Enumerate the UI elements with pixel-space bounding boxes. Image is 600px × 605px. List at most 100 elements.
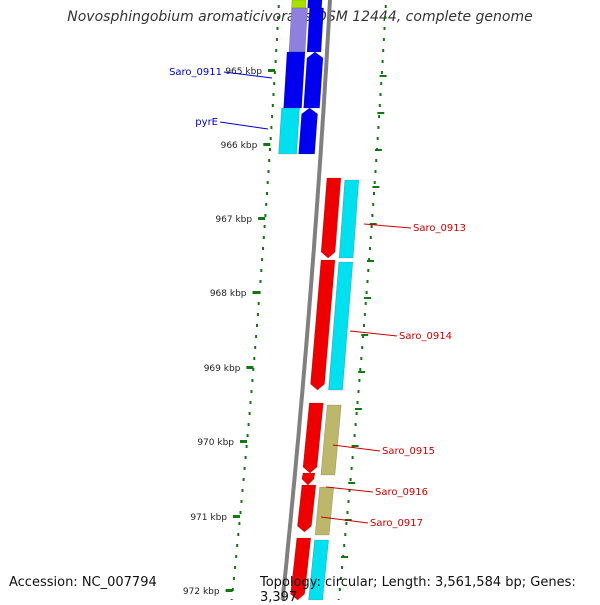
gc-dash — [367, 260, 374, 262]
gc-dot — [383, 27, 386, 30]
gc-dash — [372, 186, 380, 188]
gene-block — [283, 51, 306, 109]
gc-dot — [347, 500, 350, 503]
gc-dot — [275, 49, 278, 52]
gc-dot — [250, 390, 253, 393]
gc-dash — [379, 75, 387, 77]
gc-dot — [379, 93, 382, 96]
gene-leader-line — [363, 223, 412, 229]
gene-block — [302, 402, 324, 474]
gc-dot — [376, 137, 379, 140]
gc-dot — [247, 423, 250, 426]
gene-label[interactable]: Saro_0914 — [399, 331, 452, 342]
gc-dot — [262, 236, 265, 239]
gc-dot — [349, 478, 352, 481]
gc-dot — [268, 159, 271, 162]
gene-block — [291, 0, 307, 9]
gene-block — [310, 259, 336, 391]
gc-dot — [273, 82, 276, 85]
tick-mark — [268, 69, 275, 72]
gene-label[interactable]: Saro_0911 — [169, 67, 222, 78]
gene-block — [338, 179, 360, 259]
gc-dot — [360, 357, 363, 360]
gc-dot — [373, 192, 375, 195]
gc-dash — [361, 334, 369, 336]
gc-dot — [371, 214, 374, 217]
gene-block — [306, 7, 324, 53]
gc-dot — [363, 324, 365, 327]
gc-dot — [369, 236, 372, 239]
gc-dot — [367, 269, 370, 272]
gc-dot — [382, 38, 385, 41]
gc-dot — [272, 93, 275, 96]
gc-dot — [238, 522, 241, 525]
tick-label: 966 kbp — [221, 141, 258, 151]
tick-mark — [233, 515, 240, 518]
gc-dot — [374, 170, 377, 173]
gene-label[interactable]: pyrE — [195, 117, 218, 128]
gene-block — [320, 177, 342, 259]
gc-dot — [243, 467, 246, 470]
gene-block — [307, 0, 323, 9]
gc-dash — [341, 556, 349, 558]
gene-label[interactable]: Saro_0916 — [375, 487, 428, 498]
gc-dot — [339, 577, 342, 580]
gc-dot — [245, 445, 248, 448]
gc-dot — [348, 489, 351, 492]
gc-dot — [358, 379, 361, 382]
gc-dot — [248, 412, 251, 415]
gc-dot — [231, 588, 234, 591]
gene-label[interactable]: Saro_0913 — [413, 223, 466, 234]
gene-block — [298, 107, 318, 155]
gc-dot — [354, 423, 357, 426]
gc-dot — [377, 126, 380, 129]
gc-dash — [364, 297, 372, 299]
tick-mark — [225, 589, 233, 592]
gc-dot — [270, 126, 273, 129]
gene-block — [320, 404, 342, 476]
gc-dot — [338, 588, 341, 591]
gc-dot — [271, 104, 274, 107]
tick-label: 969 kbp — [204, 364, 241, 374]
gc-dot — [384, 16, 387, 19]
tick-label: 968 kbp — [210, 289, 247, 299]
gc-dot — [266, 181, 269, 184]
gc-dot — [359, 368, 362, 371]
gc-dot — [341, 566, 344, 569]
gc-dot — [378, 104, 381, 107]
gc-dot — [241, 489, 244, 492]
gc-dot — [263, 225, 266, 228]
tick-label: 965 kbp — [225, 67, 262, 77]
gc-dash — [354, 408, 362, 410]
gene-leader-line — [349, 330, 398, 337]
gc-dot — [384, 5, 387, 8]
gc-dot — [343, 544, 346, 547]
gc-dash — [377, 112, 385, 114]
tick-label: 972 kbp — [183, 587, 220, 597]
gc-dot — [357, 390, 360, 393]
gc-dot — [234, 566, 237, 569]
tick-mark — [263, 143, 271, 146]
gc-dot — [366, 280, 369, 283]
gc-dot — [256, 313, 259, 316]
gene-label[interactable]: Saro_0917 — [370, 518, 423, 529]
tick-mark — [246, 366, 254, 369]
gc-dot — [249, 401, 252, 404]
gene-block — [308, 539, 329, 600]
gene-leader-line — [320, 516, 369, 524]
gc-dot — [344, 533, 347, 536]
tick-mark — [240, 440, 247, 443]
gc-dot — [369, 247, 371, 250]
gc-dot — [271, 115, 274, 118]
gc-dot — [362, 335, 365, 338]
gc-dot — [355, 412, 358, 415]
gc-dot — [276, 27, 279, 30]
gc-dot — [254, 346, 257, 349]
gc-dot — [353, 434, 356, 437]
gene-leader-line — [219, 121, 269, 130]
gc-dot — [345, 522, 348, 525]
gc-dot — [251, 379, 254, 382]
gene-label[interactable]: Saro_0915 — [382, 446, 435, 457]
gc-dot — [274, 60, 277, 63]
